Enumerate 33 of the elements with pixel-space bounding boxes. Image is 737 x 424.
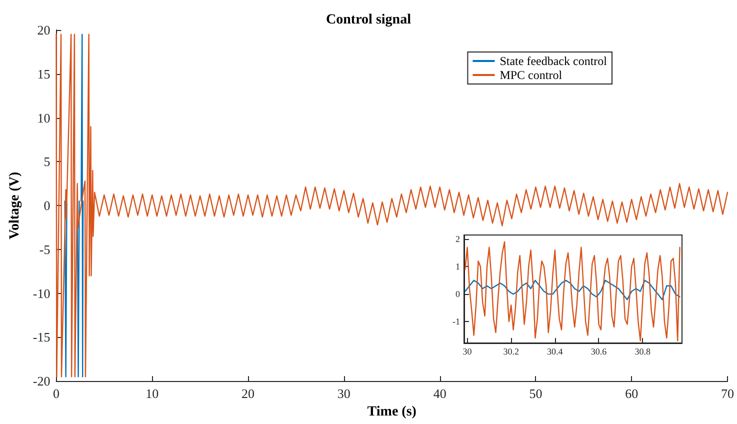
x-tick-label: 30 xyxy=(337,386,350,402)
y-tick-label: 2 xyxy=(456,234,460,244)
x-tick-label: 60 xyxy=(625,386,638,402)
y-tick-label: 1 xyxy=(456,262,460,272)
chart-title: Control signal xyxy=(326,12,412,28)
x-tick-label: 70 xyxy=(721,386,734,402)
x-tick-label: 50 xyxy=(529,386,542,402)
line-series xyxy=(464,241,680,342)
y-axis-title: Voltage (V) xyxy=(8,171,22,240)
y-tick-label: 0 xyxy=(44,198,50,214)
y-tick-label: 15 xyxy=(37,66,50,82)
x-tick-label: 40 xyxy=(433,386,446,402)
y-tick-label: -20 xyxy=(32,374,50,389)
legend-label: State feedback control xyxy=(500,54,608,68)
legend-label: MPC control xyxy=(500,68,563,82)
x-axis-title: Time (s) xyxy=(367,404,417,420)
x-tick-label: 30.2 xyxy=(503,346,519,356)
line-series xyxy=(56,34,728,378)
x-tick-label: 30.6 xyxy=(590,346,608,356)
x-tick-label: 30.8 xyxy=(634,346,651,356)
x-tick-label: 20 xyxy=(242,386,255,402)
line-series xyxy=(464,280,680,300)
y-tick-label: 0 xyxy=(456,289,460,300)
y-tick-label: 5 xyxy=(44,154,50,170)
x-tick-label: 30.4 xyxy=(547,346,564,356)
y-tick-label: -5 xyxy=(39,242,50,257)
y-tick-label: 20 xyxy=(37,22,50,38)
y-tick-label: -10 xyxy=(32,286,50,301)
y-tick-label: -15 xyxy=(32,330,50,345)
y-tick-label: 10 xyxy=(37,110,50,126)
y-tick-label: -1 xyxy=(452,316,460,327)
x-tick-label: 10 xyxy=(146,386,159,402)
x-tick-label: 30 xyxy=(462,346,472,356)
